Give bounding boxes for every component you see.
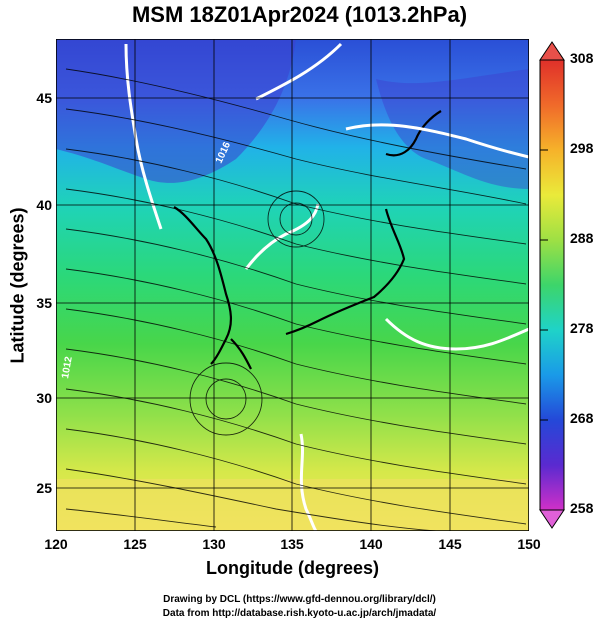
isobar-1012-south <box>299 433 318 531</box>
isobar-1016-north <box>255 42 343 101</box>
credit-drawing: Drawing by DCL (https://www.gfd-dennou.o… <box>163 594 436 605</box>
streamlines <box>65 68 527 531</box>
y-tick-label: 30 <box>36 390 52 406</box>
y-tick-label: 45 <box>36 90 52 106</box>
x-tick-label: 145 <box>438 536 462 552</box>
coastline-hokkaido <box>385 110 442 157</box>
warm-region-south <box>56 479 529 531</box>
isobars <box>124 42 529 531</box>
coastline-honshu <box>285 208 406 336</box>
cold-region-manchuria <box>56 39 296 183</box>
x-tick-label: 130 <box>202 536 226 552</box>
map-svg: 1016 1012 <box>56 39 529 531</box>
cold-region-hokkaido <box>376 69 529 189</box>
colorbar-label: 268 <box>570 410 594 426</box>
contour-label-1012: 1012 <box>60 355 75 379</box>
isobar-1016-west <box>124 43 163 230</box>
x-axis-label: Longitude (degrees) <box>205 558 379 578</box>
coastline-kyushu <box>230 338 252 370</box>
isobar-1016-east <box>345 123 529 159</box>
x-tick-label: 150 <box>517 536 541 552</box>
coastline-korea <box>173 206 232 365</box>
y-tick-label: 35 <box>36 295 52 311</box>
map-plot: 1016 1012 <box>56 39 529 531</box>
x-tick-label: 125 <box>123 536 147 552</box>
grid <box>56 39 529 531</box>
y-axis-label: Latitude (degrees) <box>7 207 28 364</box>
colorbar <box>539 41 565 529</box>
x-tick-label: 140 <box>359 536 383 552</box>
colorbar-label: 298 <box>570 140 594 156</box>
coastlines <box>173 110 442 370</box>
y-tick-label: 40 <box>36 197 52 213</box>
colorbar-top-arrow <box>539 41 565 61</box>
colorbar-label: 258 <box>570 500 594 516</box>
colorbar-label: 308 <box>570 50 594 66</box>
colorbar-label: 278 <box>570 320 594 336</box>
credit-data: Data from http://database.rish.kyoto-u.a… <box>162 608 437 619</box>
colorbar-bottom-arrow <box>539 509 565 529</box>
chart-title: MSM 18Z01Apr2024 (1013.2hPa) <box>131 2 468 27</box>
isobar-1012-center <box>244 203 320 270</box>
colorbar-scale <box>539 59 565 511</box>
x-tick-label: 120 <box>44 536 68 552</box>
colorbar-label: 288 <box>570 230 594 246</box>
isobar-1012-east <box>384 317 529 351</box>
x-tick-label: 135 <box>280 536 304 552</box>
y-tick-label: 25 <box>36 480 52 496</box>
